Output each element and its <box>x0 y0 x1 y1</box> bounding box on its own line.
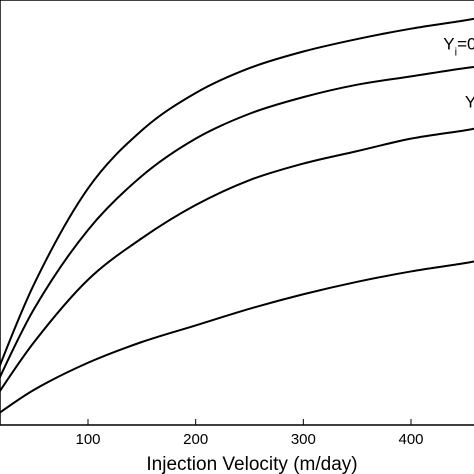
x-axis-label: Injection Velocity (m/day) <box>146 454 357 474</box>
x-tick-label: 100 <box>75 431 100 448</box>
curve-annotation-2: Yi=0 <box>443 34 474 58</box>
plot-frame <box>0 0 474 426</box>
series-lines <box>0 17 474 414</box>
x-tick-label: 200 <box>183 431 208 448</box>
x-tick-label: 400 <box>398 431 423 448</box>
x-tick-label: 300 <box>291 431 316 448</box>
series-line-3 <box>0 127 474 393</box>
series-line-1 <box>0 17 474 368</box>
x-ticks: 100 200 300 400 <box>75 419 424 448</box>
series-line-4 <box>0 260 474 414</box>
annotations: Yi=Yi=0Yi= <box>443 34 474 117</box>
curve-annotation-3: Yi= <box>465 93 474 117</box>
series-line-2 <box>0 65 474 380</box>
